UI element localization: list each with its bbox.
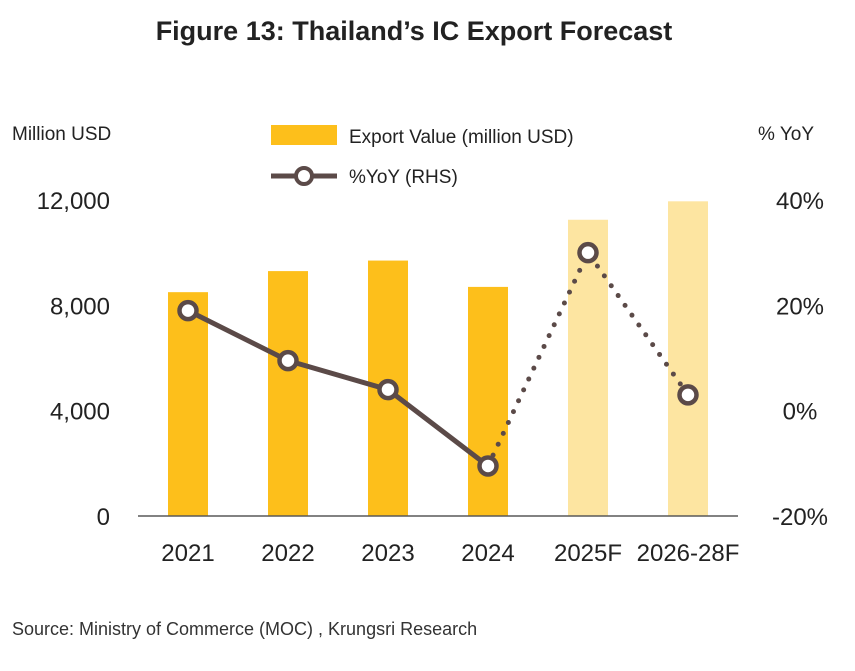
yoy-line-actual	[186, 308, 490, 468]
y-right-tick-label: 0%	[783, 399, 818, 426]
bar-2025F	[568, 219, 608, 516]
legend: Export Value (million USD) %YoY (RHS)	[271, 125, 574, 188]
bar-2024	[468, 286, 508, 516]
yoy-marker-2025F	[577, 241, 599, 264]
yoy-marker-2021	[177, 299, 199, 322]
x-tick-label: 2021	[161, 540, 214, 567]
y-left-tick-label: 4,000	[50, 399, 110, 426]
chart-title: Figure 13: Thailand’s IC Export Forecast	[156, 16, 673, 46]
y-right-tick-label: -20%	[772, 504, 828, 531]
x-tick-label: 2023	[361, 540, 414, 567]
legend-swatch-export-value	[271, 125, 337, 145]
yoy-marker-2024	[477, 455, 499, 477]
y-right-tick-label: 20%	[776, 293, 824, 320]
y-right-axis-title: % YoY	[758, 124, 814, 145]
legend-label-export-value: Export Value (million USD)	[349, 127, 574, 148]
plot-area: 0 4,000 8,000 12,000 -20% 0% 20% 40% 2021 2022 202…	[37, 188, 828, 567]
bar-2026-28F	[668, 201, 708, 517]
yoy-marker-2026-28F	[677, 384, 699, 406]
legend-swatch-yoy-marker	[294, 166, 314, 186]
x-tick-label: 2025F	[554, 540, 622, 567]
y-right-tick-label: 40%	[776, 188, 824, 215]
x-tick-label: 2022	[261, 540, 314, 567]
bar-2021	[168, 292, 208, 516]
x-tick-label: 2026-28F	[637, 540, 740, 567]
legend-label-yoy: %YoY (RHS)	[349, 167, 458, 188]
y-left-axis-title: Million USD	[12, 124, 111, 145]
yoy-marker-2023	[377, 378, 399, 401]
y-left-tick-label: 0	[97, 504, 110, 531]
source-note: Source: Ministry of Commerce (MOC) , Kru…	[12, 619, 477, 639]
x-tick-label: 2024	[461, 540, 514, 567]
y-left-tick-label: 8,000	[50, 293, 110, 320]
y-left-tick-label: 12,000	[37, 188, 110, 215]
yoy-marker-2022	[277, 349, 299, 372]
bar-2022	[268, 271, 308, 516]
